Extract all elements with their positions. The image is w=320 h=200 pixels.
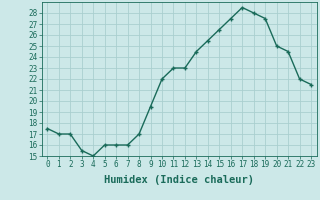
X-axis label: Humidex (Indice chaleur): Humidex (Indice chaleur) — [104, 175, 254, 185]
